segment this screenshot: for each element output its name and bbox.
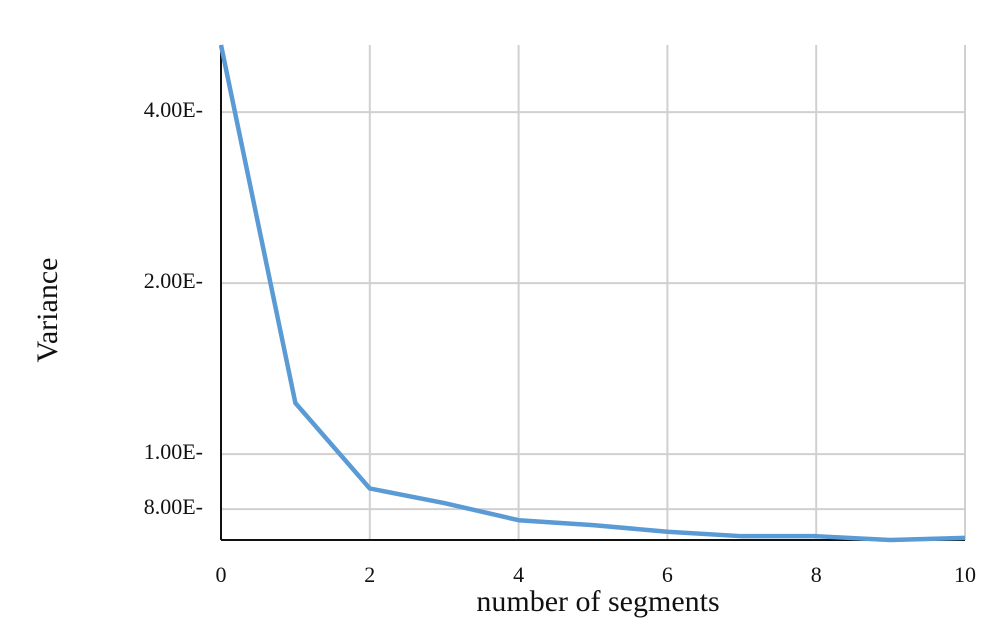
data-line <box>218 44 966 543</box>
x-tick-label: 4 <box>513 562 524 587</box>
x-tick-label: 10 <box>954 562 976 587</box>
y-tick-label: 2.00E- <box>144 268 203 293</box>
x-tick-label: 2 <box>364 562 375 587</box>
y-axis-title: Variance <box>31 258 64 363</box>
y-tick-label: 8.00E- <box>144 494 203 519</box>
x-axis-title: number of segments <box>476 585 719 618</box>
y-tick-label: 1.00E- <box>144 439 203 464</box>
x-tick-label: 0 <box>216 562 227 587</box>
x-tick-label: 8 <box>811 562 822 587</box>
x-tick-label: 6 <box>662 562 673 587</box>
y-tick-label: 4.00E- <box>144 97 203 122</box>
